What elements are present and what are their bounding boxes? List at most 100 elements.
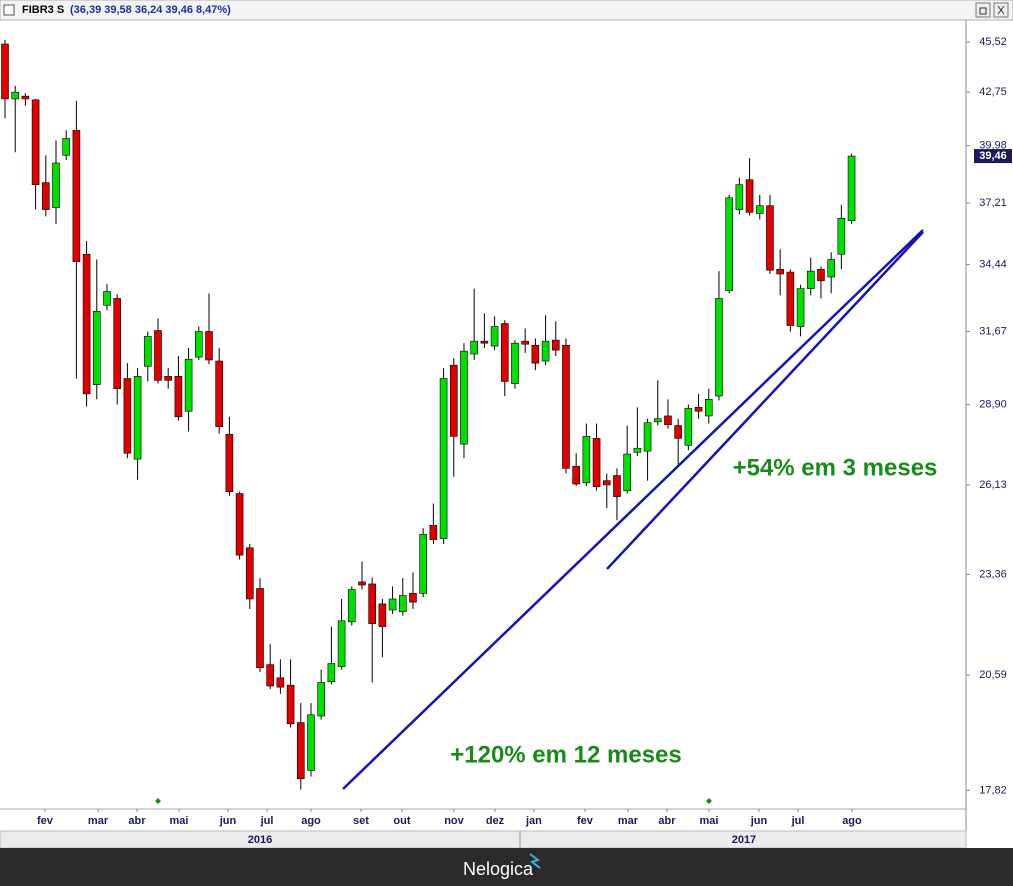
x-tick-label: abr [128,815,146,827]
candle-body [490,326,499,347]
last-price-label: 39,46 [979,150,1007,162]
candle-body [347,589,356,623]
candle-body [266,664,274,687]
candles [1,39,856,790]
brand: Nelogica [463,859,534,879]
candle-body [827,259,835,278]
button-glyphs [979,5,1005,15]
x-tick-label: fev [577,815,594,827]
candle-body [725,197,733,291]
candle-body [460,350,468,445]
candle-body [776,268,784,275]
candle-body [62,138,70,156]
candle-body [817,268,825,282]
candle-body [286,684,295,725]
x-tick-label: jul [260,815,274,827]
y-tick-label: 42,75 [979,86,1007,98]
candle-body [245,547,254,600]
candle-body [82,253,91,395]
candle-body [806,270,815,289]
candle-body [633,447,642,453]
y-tick-label: 23,36 [979,568,1007,580]
x-tick-label: ago [842,815,862,827]
candle-body [572,465,580,485]
candle-body [602,480,611,486]
x-tick-label: mai [170,815,189,827]
y-tick-label: 45,52 [979,36,1007,48]
candle-body [11,91,19,100]
x-tick-label: set [353,815,369,827]
candle-body [551,339,560,351]
candle-body [21,95,30,100]
year-row [0,830,967,849]
brand-logo [529,853,541,869]
candle-body [296,722,305,780]
candle-body [307,714,315,771]
candle-body [684,408,693,446]
candle-body [184,358,193,412]
x-tick-label: fev [37,815,54,827]
candle-body [409,593,417,603]
candle-body [194,331,203,358]
candle-body [378,603,387,627]
y-tick-label: 37,21 [979,197,1007,209]
candle-body [613,475,621,497]
candle-body [694,407,703,412]
candle-body [653,418,662,423]
x-tick-label: jul [791,815,805,827]
y-tick-label: 39,98 [979,140,1007,152]
candle-body [643,422,652,452]
candle-body [164,376,172,381]
candle-body [541,340,550,362]
candle-body [317,682,325,717]
candle-body [235,493,244,556]
x-tick-label: mar [88,815,109,827]
candle-body [103,291,111,306]
candle-body [837,217,846,255]
candle-body [256,588,264,669]
candle-body [41,182,50,210]
x-tick-label: jan [525,815,542,827]
footer [0,848,1013,886]
candle-body [368,583,376,624]
window-icon [3,4,15,16]
candle-body [174,376,183,418]
candle-body [500,323,509,382]
year-label: 2017 [732,834,756,846]
candle-body [674,425,682,439]
x-tick-label: dez [486,815,505,827]
x-tick-label: out [393,815,410,827]
candle-body [143,336,152,367]
candle-body [745,179,754,213]
candle-body [31,99,40,185]
candle-body [215,360,223,427]
candle-body [470,340,478,355]
candle-body [358,581,366,586]
trendline [342,229,924,790]
y-tick-label: 28,90 [979,398,1007,410]
candle-body [92,311,101,385]
candle-body [847,155,856,221]
candle-body [786,271,795,326]
restore-button[interactable] [975,2,991,18]
candle-body [664,415,672,425]
candle-body [511,342,519,384]
candle-body [205,331,213,361]
last-price-box [974,149,1012,164]
y-tick-label: 34,44 [979,259,1007,271]
candle-body [419,534,427,594]
symbol: FIBR3 S [22,4,64,16]
trendline [606,231,924,570]
candle-body [582,436,591,484]
candle-body [755,205,764,214]
candle-body [113,298,121,390]
candle-body [480,340,489,344]
candle-body [123,378,132,454]
candle-body [531,344,540,364]
annotation: +54% em 3 meses [733,454,938,481]
candle-body [327,663,336,682]
candle-body [592,438,601,488]
x-tick-label: abr [658,815,676,827]
